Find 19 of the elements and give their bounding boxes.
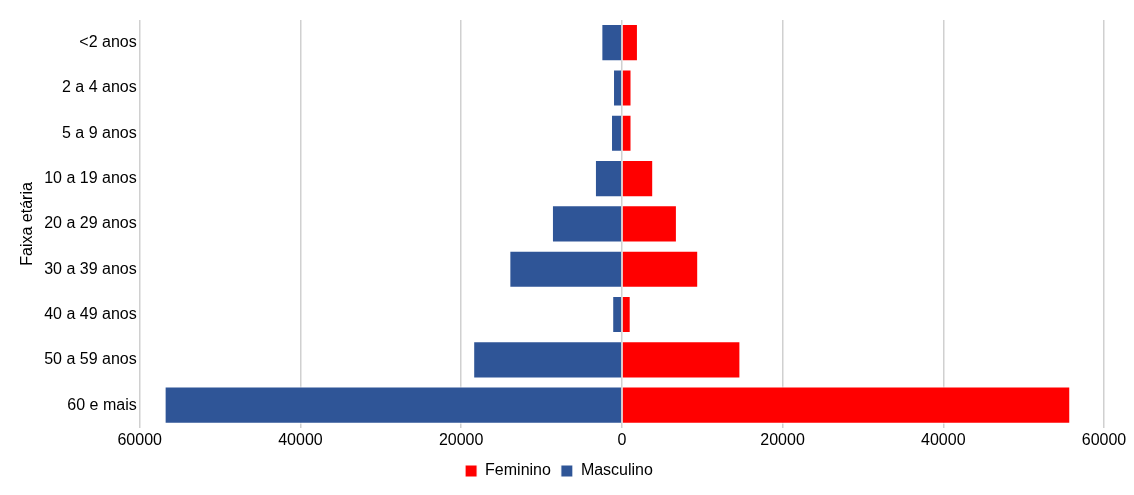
x-tick-label: 40000	[921, 430, 966, 448]
legend-label: Feminino	[485, 461, 551, 479]
x-tick-label: 60000	[117, 430, 163, 448]
y-tick-label: 20 a 29 anos	[44, 214, 137, 232]
x-tick-label: 20000	[438, 430, 484, 448]
y-tick-label: <2 anos	[79, 33, 137, 51]
y-tick-label: 40 a 49 anos	[44, 304, 137, 322]
x-tick-label: 0	[617, 430, 627, 448]
y-tick-label: 30 a 39 anos	[44, 259, 137, 277]
x-tick-label: 60000	[1081, 430, 1127, 448]
y-tick-label: 5 a 9 anos	[61, 123, 137, 141]
y-tick-label: 50 a 59 anos	[44, 350, 137, 368]
x-tick-label: 40000	[278, 430, 323, 448]
y-tick-label: 10 a 19 anos	[44, 169, 137, 186]
legend-label: Masculino	[580, 461, 654, 479]
y-tick-label: 2 a 4 anos	[61, 78, 137, 96]
y-tick-label: 60 e mais	[67, 395, 137, 413]
x-tick-label: 20000	[760, 430, 805, 448]
y-axis-title: Faixa etária	[18, 182, 36, 266]
